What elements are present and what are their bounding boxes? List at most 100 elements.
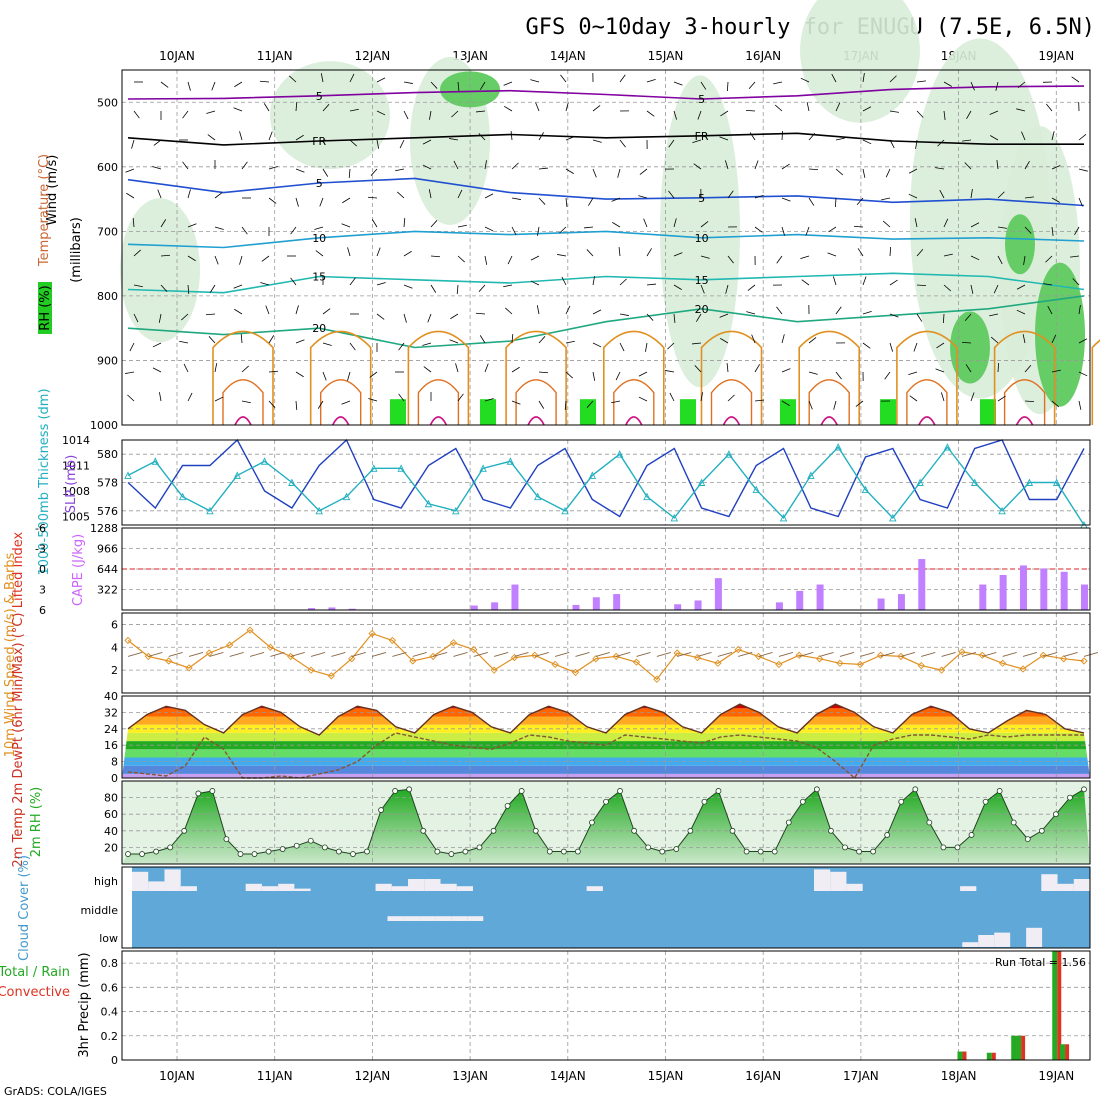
wind-barb — [422, 342, 432, 346]
wind-barb — [996, 160, 999, 170]
thickness-point — [670, 513, 679, 522]
wind-barb — [367, 196, 378, 199]
warm-contour-inner — [808, 379, 850, 425]
isotherm-line — [127, 272, 1085, 294]
wind-barb — [503, 284, 513, 288]
wind-barb — [673, 313, 676, 323]
temp-tick: 0 — [111, 772, 118, 785]
panel-border — [121, 439, 1091, 526]
thickness-point — [533, 492, 542, 501]
wind-barb — [187, 284, 190, 295]
thickness-point — [889, 513, 897, 522]
isotherm-label: 15 — [312, 271, 326, 284]
wind-barb — [889, 75, 897, 83]
wind-barb — [862, 139, 872, 145]
wind-barb — [187, 255, 196, 262]
wind-barb — [889, 342, 894, 352]
wind-barb — [449, 138, 459, 141]
hot-contour — [722, 416, 741, 426]
wind-barb — [1051, 400, 1060, 408]
wind-barb — [319, 197, 324, 207]
panel-border — [121, 780, 1091, 865]
thickness-point — [779, 513, 788, 522]
rh-point — [687, 827, 694, 834]
surface-wind-barb — [371, 651, 387, 657]
wind-barb — [561, 276, 567, 286]
wind-barb — [639, 168, 648, 175]
top-date-label: 14JAN — [550, 49, 586, 63]
wind-barb — [260, 282, 270, 286]
wind-barb — [480, 81, 486, 90]
wind-barb — [455, 363, 459, 373]
rh-saturated — [390, 399, 406, 425]
cape-tick: 1288 — [90, 522, 118, 535]
rh-shading — [660, 75, 740, 388]
wind-barb — [376, 247, 381, 257]
upper-air-panel: 500 600 700 800 900 1000 5 5 FR FR 5 5 10 10 15 15 20 20 W… — [37, 0, 1100, 432]
thickness-tick: 576 — [97, 505, 118, 518]
wind-barb — [827, 252, 837, 257]
rh-saturated — [480, 399, 496, 425]
wind-barb — [395, 168, 405, 172]
wind-barb — [749, 132, 756, 141]
rh-saturated — [880, 399, 896, 425]
wind-barb — [205, 313, 216, 316]
rh-tick: 60 — [104, 808, 118, 821]
cape-bar — [470, 605, 478, 610]
rh-point — [560, 848, 567, 855]
wind-barb — [241, 161, 248, 170]
slp-tick: 1005 — [62, 511, 90, 524]
wind-barb — [234, 308, 243, 315]
wind-speed-point — [409, 657, 417, 665]
warm-contour-inner — [613, 379, 655, 425]
cape-bar — [572, 604, 580, 610]
wind-barb — [673, 284, 682, 290]
wind-barb — [295, 197, 299, 207]
rh-point — [546, 848, 553, 855]
rh-point — [251, 851, 258, 857]
bottom-date-label: 19JAN — [1038, 1069, 1074, 1083]
rh-point — [406, 786, 413, 793]
wind-barb — [856, 197, 864, 206]
wind-barb — [619, 139, 626, 148]
isotherm-label: 10 — [695, 232, 709, 245]
wind-barb — [503, 81, 513, 86]
precip-tick: 0.6 — [101, 981, 119, 994]
cloud-bar — [994, 932, 1011, 947]
wind-barb — [450, 313, 459, 320]
wind-barb — [748, 81, 756, 90]
wind-barb — [673, 252, 683, 257]
cloud-bar — [451, 916, 468, 921]
wind-barb — [835, 371, 842, 380]
wind-barb — [207, 134, 216, 141]
wind-barb — [1016, 284, 1026, 290]
cloud-bar — [846, 883, 863, 891]
wind-barb — [1046, 103, 1053, 112]
wind-barb — [697, 110, 702, 120]
wind-speed-point — [348, 655, 356, 663]
wind-barb — [773, 81, 783, 85]
surface-wind-barb — [758, 651, 773, 657]
wind-barb — [668, 139, 675, 148]
wind-barb — [673, 218, 677, 228]
cloud-bar — [245, 883, 262, 891]
wind-barb — [182, 161, 189, 170]
wind-barb — [751, 334, 756, 344]
wind-barb — [422, 164, 432, 170]
surface-wind-barb — [778, 651, 794, 657]
cloud-bar — [467, 916, 484, 921]
wind-barb — [997, 255, 1003, 265]
rh-point — [603, 798, 609, 805]
wind-barb — [673, 81, 683, 86]
cloud-bar — [391, 886, 409, 891]
wind-speed-point — [876, 651, 885, 659]
wind-barb — [673, 110, 678, 120]
wind-barb — [1021, 131, 1026, 141]
rh-point — [490, 827, 497, 834]
cloud-bar — [435, 916, 452, 921]
cloud-panel: high middle low Cloud Cover (%) — [17, 855, 1091, 961]
wind-barb — [152, 342, 162, 348]
surface-wind-barb — [636, 651, 651, 657]
surface-wind-barb — [982, 651, 997, 657]
